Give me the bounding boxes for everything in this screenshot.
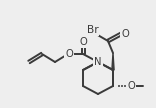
Text: O: O [65, 49, 73, 59]
Text: O: O [121, 29, 129, 39]
Text: O: O [79, 37, 87, 47]
Text: O: O [127, 81, 135, 91]
Text: Br: Br [87, 25, 99, 35]
Text: N: N [94, 57, 102, 67]
Polygon shape [112, 53, 114, 70]
